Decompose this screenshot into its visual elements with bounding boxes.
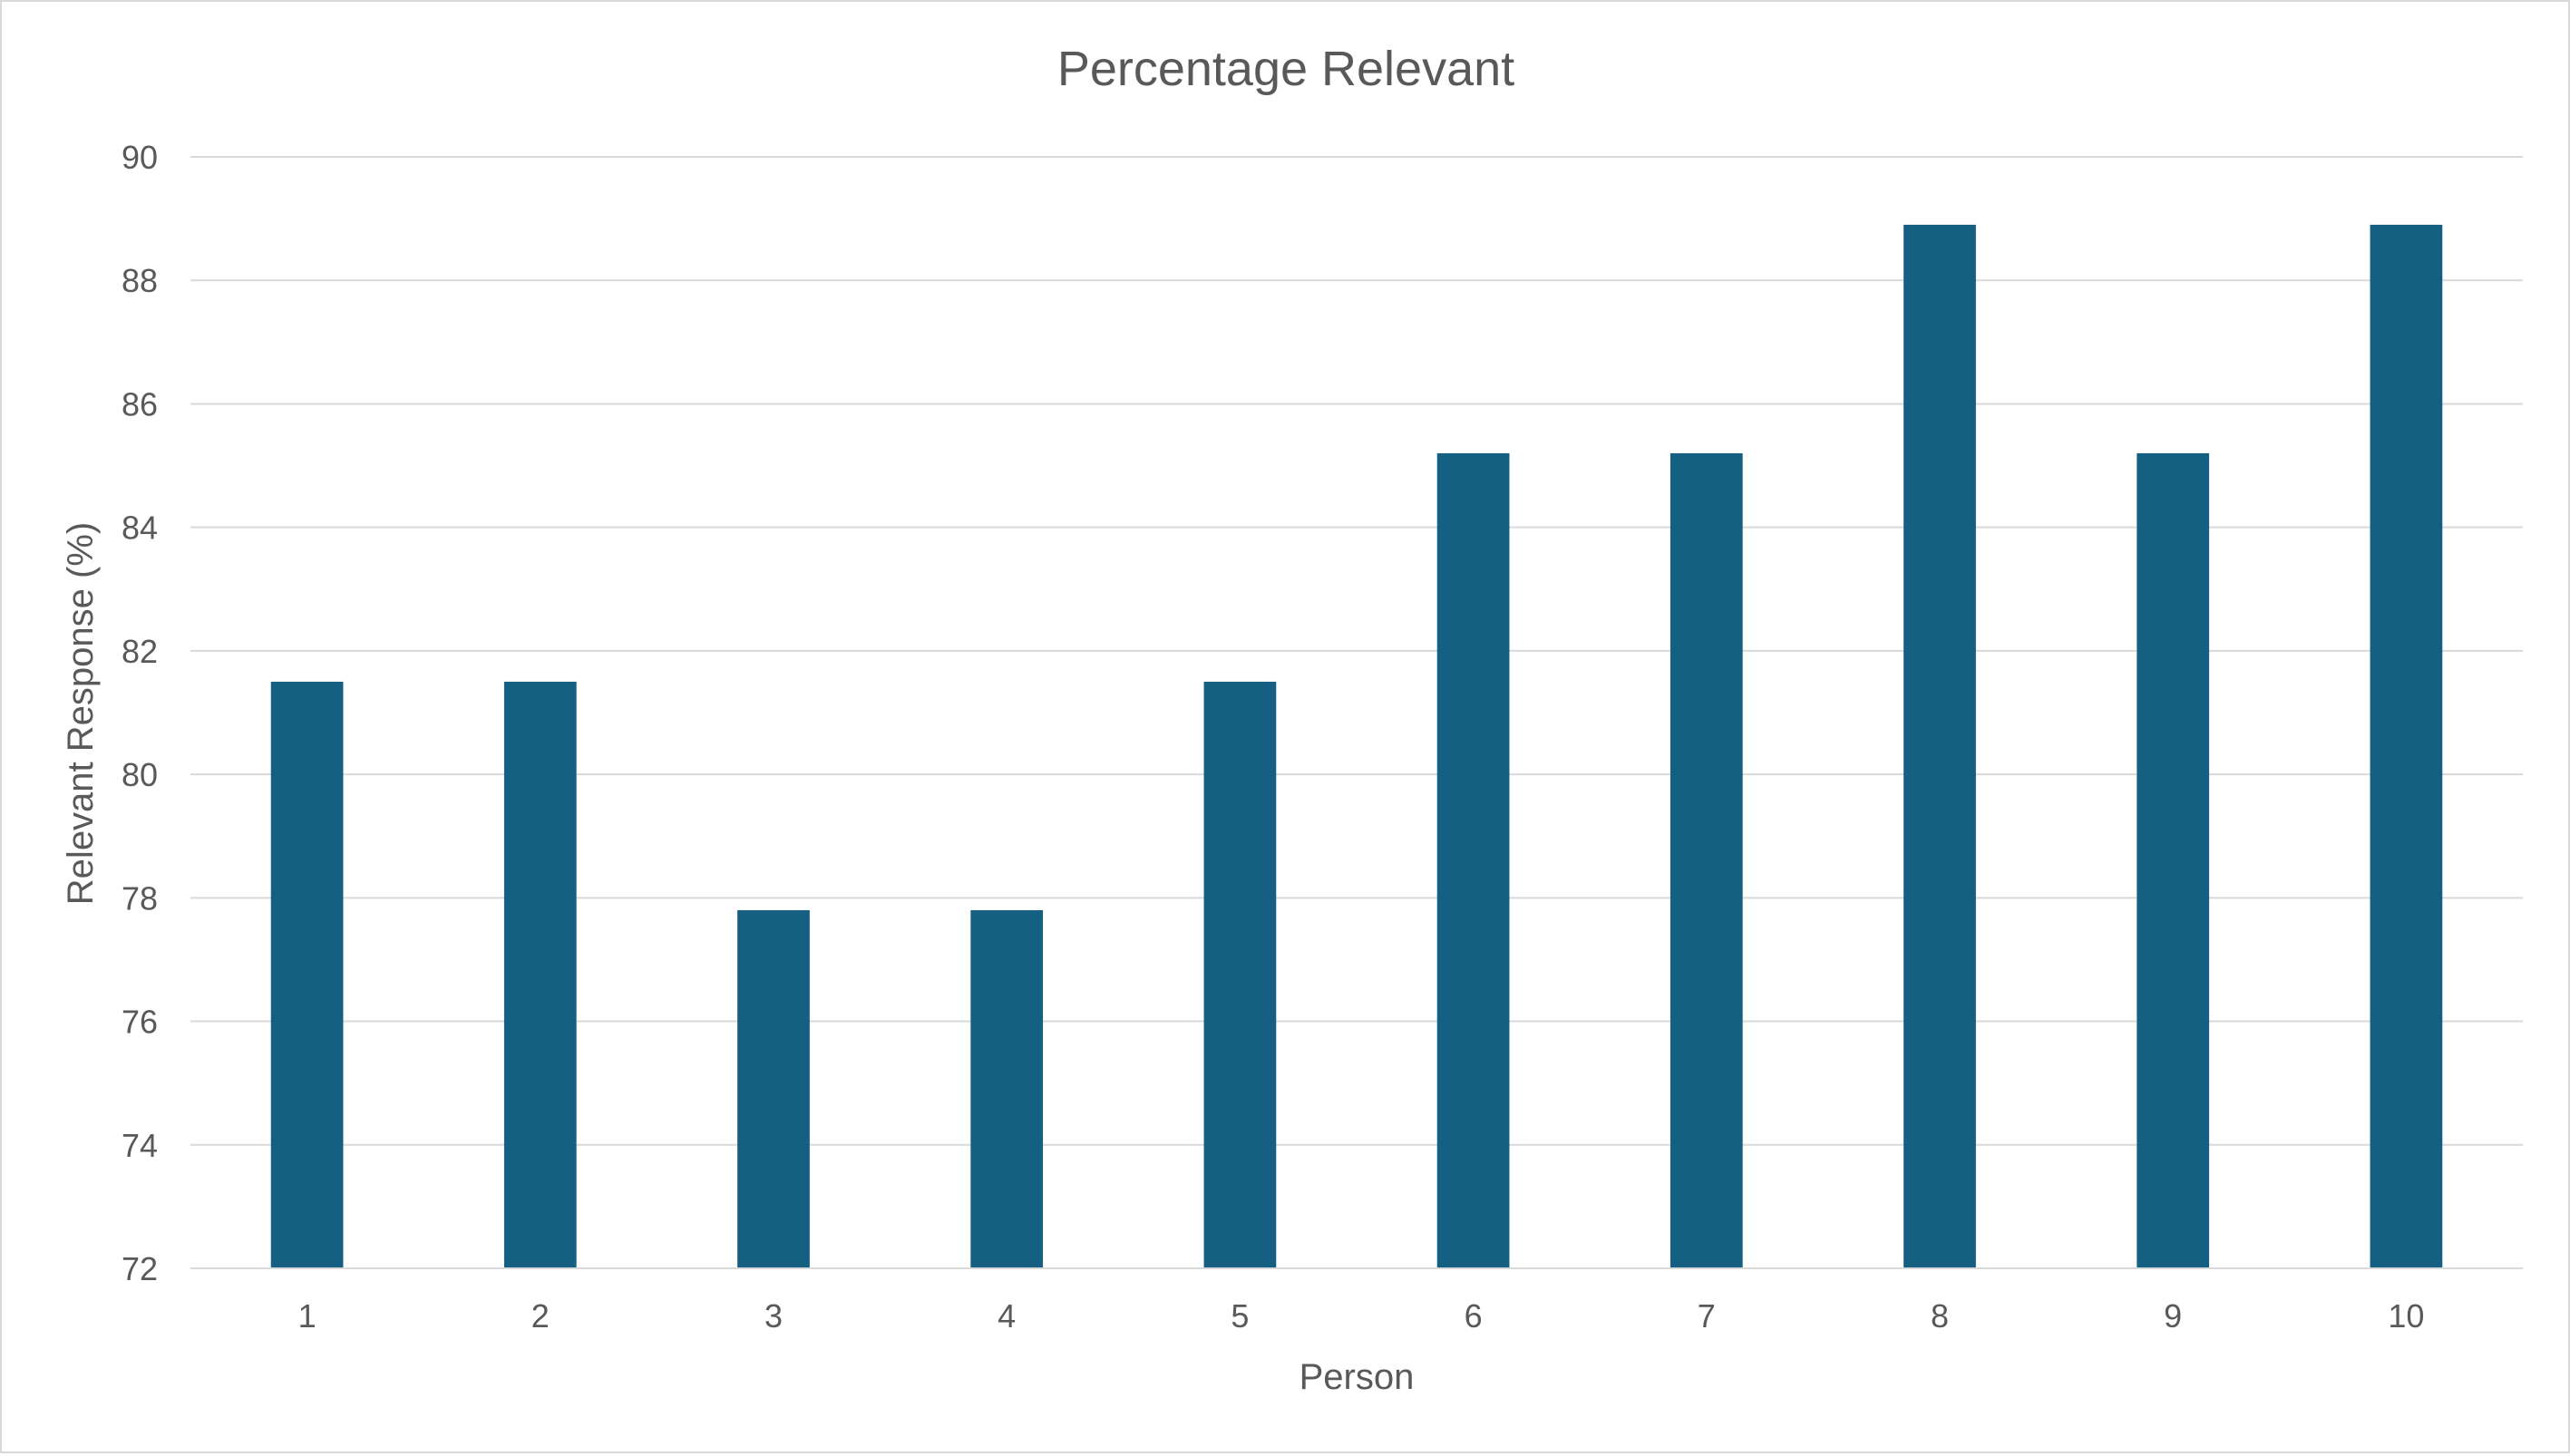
y-tick-label: 72 (122, 1250, 158, 1287)
y-axis-title: Relevant Response (%) (61, 522, 101, 905)
y-tick-label: 74 (122, 1127, 158, 1164)
bars (270, 224, 2443, 1268)
x-tick-label: 4 (998, 1297, 1016, 1335)
y-tick-label: 84 (122, 510, 158, 547)
y-tick-label: 78 (122, 879, 158, 917)
y-tick-label: 76 (122, 1004, 158, 1041)
bar (2370, 224, 2443, 1268)
x-axis-title: Person (1300, 1357, 1415, 1397)
bar (270, 681, 344, 1268)
bar (970, 909, 1044, 1268)
x-tick-label: 9 (2164, 1297, 2182, 1335)
bar (737, 909, 810, 1268)
x-tick-label: 5 (1231, 1297, 1249, 1335)
x-tick-label: 6 (1465, 1297, 1483, 1335)
y-tick-label: 80 (122, 756, 158, 793)
y-tick-label: 90 (122, 139, 158, 176)
y-tick-label: 86 (122, 385, 158, 422)
x-tick-label: 10 (2388, 1297, 2424, 1335)
y-tick-label: 82 (122, 633, 158, 670)
x-axis-tick-labels: 1 2 3 4 5 6 7 8 9 10 (298, 1297, 2425, 1335)
bar (1203, 681, 1277, 1268)
bar (1436, 452, 1510, 1268)
chart-title: Percentage Relevant (1057, 42, 1514, 96)
x-tick-label: 8 (1931, 1297, 1949, 1335)
y-axis-tick-labels: 72 74 76 78 80 82 84 86 88 90 (122, 139, 158, 1287)
bar (1903, 224, 1976, 1268)
x-tick-label: 7 (1698, 1297, 1716, 1335)
y-tick-label: 88 (122, 262, 158, 299)
x-tick-label: 3 (764, 1297, 783, 1335)
x-tick-label: 1 (298, 1297, 316, 1335)
bar (2137, 452, 2210, 1268)
x-tick-label: 2 (531, 1297, 550, 1335)
bar (503, 681, 577, 1268)
gridlines (190, 156, 2523, 1146)
bar (1670, 452, 1743, 1268)
